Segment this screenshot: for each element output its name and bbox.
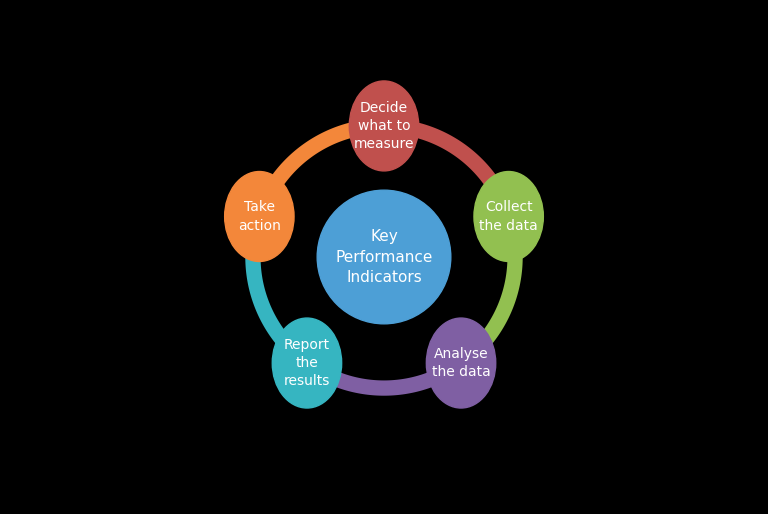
Ellipse shape (474, 172, 543, 262)
Text: Key
Performance
Indicators: Key Performance Indicators (336, 229, 432, 285)
Text: Take
action: Take action (238, 200, 281, 233)
Text: Collect
the data: Collect the data (479, 200, 538, 233)
Ellipse shape (426, 318, 495, 408)
Text: Report
the
results: Report the results (283, 338, 330, 389)
Text: Decide
what to
measure: Decide what to measure (354, 101, 414, 151)
Circle shape (317, 190, 451, 324)
Ellipse shape (273, 318, 342, 408)
Ellipse shape (225, 172, 294, 262)
Text: Analyse
the data: Analyse the data (432, 347, 491, 379)
Ellipse shape (349, 81, 419, 171)
